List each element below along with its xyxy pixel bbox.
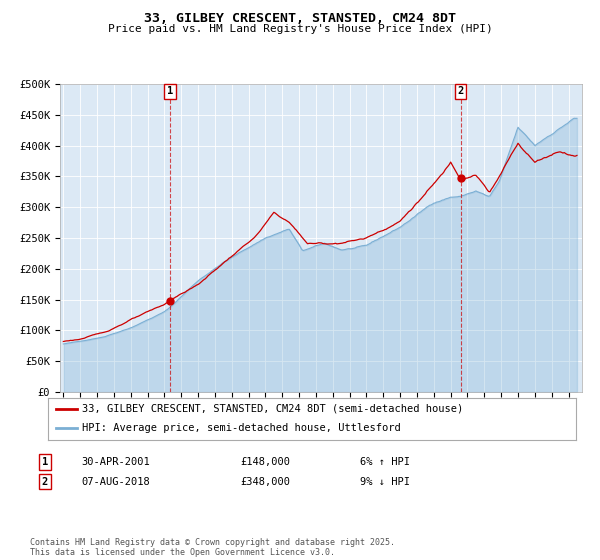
Text: Price paid vs. HM Land Registry's House Price Index (HPI): Price paid vs. HM Land Registry's House … [107, 24, 493, 34]
Text: HPI: Average price, semi-detached house, Uttlesford: HPI: Average price, semi-detached house,… [82, 423, 401, 433]
Text: £348,000: £348,000 [240, 477, 290, 487]
Text: 33, GILBEY CRESCENT, STANSTED, CM24 8DT: 33, GILBEY CRESCENT, STANSTED, CM24 8DT [144, 12, 456, 25]
Text: 33, GILBEY CRESCENT, STANSTED, CM24 8DT (semi-detached house): 33, GILBEY CRESCENT, STANSTED, CM24 8DT … [82, 404, 464, 414]
Text: £148,000: £148,000 [240, 457, 290, 467]
Text: 6% ↑ HPI: 6% ↑ HPI [360, 457, 410, 467]
Text: 1: 1 [167, 86, 173, 96]
Text: 9% ↓ HPI: 9% ↓ HPI [360, 477, 410, 487]
Text: 2: 2 [457, 86, 464, 96]
Text: 30-APR-2001: 30-APR-2001 [81, 457, 150, 467]
Text: 1: 1 [42, 457, 48, 467]
Text: 2: 2 [42, 477, 48, 487]
Text: 07-AUG-2018: 07-AUG-2018 [81, 477, 150, 487]
Text: Contains HM Land Registry data © Crown copyright and database right 2025.
This d: Contains HM Land Registry data © Crown c… [30, 538, 395, 557]
